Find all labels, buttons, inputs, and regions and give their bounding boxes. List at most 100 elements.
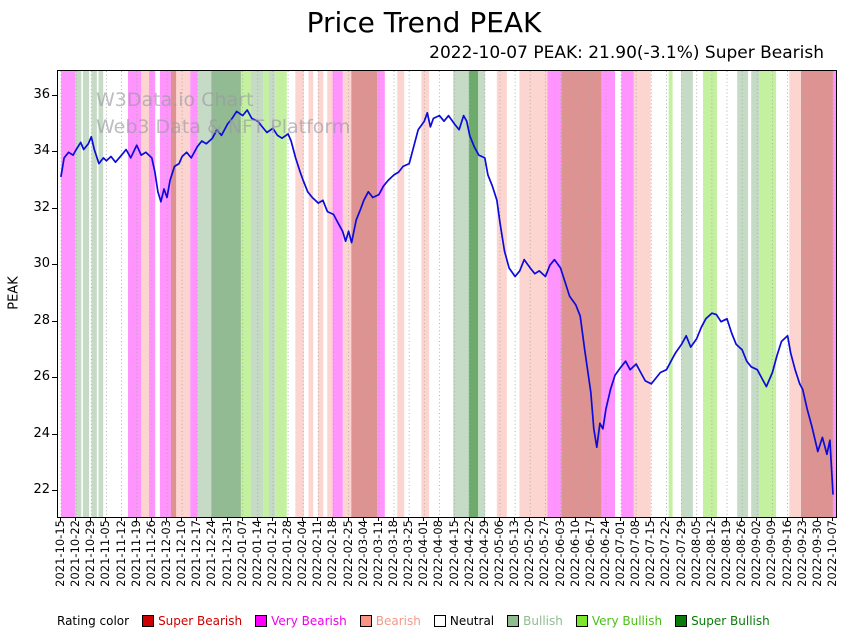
- rating-band-bearish: [327, 71, 333, 517]
- x-tick-label: 2021-10-22: [68, 520, 83, 587]
- x-tick-label: 2022-02-25: [340, 520, 355, 587]
- y-tick-label: 32: [33, 199, 50, 215]
- rating-band-bearish: [176, 71, 191, 517]
- x-tick-label: 2021-12-31: [219, 520, 234, 587]
- x-tick-mark: [423, 517, 425, 521]
- x-tick-mark: [786, 517, 788, 521]
- rating-band-very_bearish: [61, 71, 76, 517]
- x-tick-mark: [181, 517, 183, 521]
- rating-band-very_bearish: [128, 71, 142, 517]
- x-tick-label: 2021-12-03: [158, 520, 173, 587]
- x-tick-label: 2022-05-13: [507, 520, 522, 587]
- x-tick-mark: [377, 517, 379, 521]
- rating-band-very_bullish: [668, 71, 673, 517]
- x-tick-label: 2021-11-26: [143, 520, 158, 587]
- x-tick-mark: [816, 517, 818, 521]
- x-tick-label: 2021-10-15: [53, 520, 68, 587]
- legend-swatch-very_bullish: [575, 615, 588, 627]
- legend-item-neutral: Neutral: [433, 614, 494, 628]
- legend-title: Rating color: [57, 614, 130, 628]
- rating-band-very_bullish: [759, 71, 777, 517]
- x-tick-label: 2022-09-16: [779, 520, 794, 587]
- legend-swatch-super_bearish: [142, 615, 155, 627]
- rating-band-very_bearish: [332, 71, 343, 517]
- rating-band-very_bullish: [263, 71, 269, 517]
- x-tick-mark: [650, 517, 652, 521]
- x-tick-mark: [831, 517, 833, 521]
- legend-label: Bearish: [375, 614, 421, 628]
- legend-label: Bullish: [523, 614, 563, 628]
- x-tick-mark: [347, 517, 349, 521]
- rating-band-bearish: [141, 71, 149, 517]
- rating-band-bullish: [91, 71, 97, 517]
- y-tick-mark: [52, 433, 57, 435]
- x-tick-label: 2022-04-08: [431, 520, 446, 587]
- x-tick-mark: [150, 517, 152, 521]
- x-tick-label: 2022-09-30: [809, 520, 824, 587]
- legend-swatch-bearish: [359, 615, 372, 627]
- rating-band-bullish: [82, 71, 90, 517]
- legend-swatch-very_bearish: [255, 615, 268, 627]
- x-tick-mark: [317, 517, 319, 521]
- rating-band-very_bullish: [275, 71, 287, 517]
- x-tick-label: 2021-12-10: [174, 520, 189, 587]
- rating-band-bearish: [317, 71, 324, 517]
- x-tick-mark: [544, 517, 546, 521]
- y-axis-label: PEAK: [6, 276, 22, 310]
- rating-band-bearish: [633, 71, 651, 517]
- x-tick-mark: [559, 517, 561, 521]
- x-tick-mark: [362, 517, 364, 521]
- x-tick-label: 2022-03-25: [401, 520, 416, 587]
- x-tick-label: 2022-05-20: [522, 520, 537, 587]
- x-tick-mark: [453, 517, 455, 521]
- x-tick-mark: [211, 517, 213, 521]
- x-tick-mark: [408, 517, 410, 521]
- x-tick-label: 2022-08-12: [703, 520, 718, 587]
- rating-band-bullish: [681, 71, 693, 517]
- x-tick-label: 2022-02-11: [310, 520, 325, 587]
- x-tick-mark: [256, 517, 258, 521]
- x-tick-label: 2022-07-29: [673, 520, 688, 587]
- rating-band-very_bullish: [240, 71, 251, 517]
- x-tick-label: 2022-01-07: [234, 520, 249, 587]
- y-tick-label: 24: [33, 425, 50, 441]
- x-tick-label: 2021-12-24: [204, 520, 219, 587]
- x-tick-mark: [105, 517, 107, 521]
- rating-band-bullish: [737, 71, 749, 517]
- rating-band-bullish: [197, 71, 212, 517]
- rating-band-bullish: [751, 71, 759, 517]
- x-tick-label: 2022-09-09: [764, 520, 779, 587]
- x-tick-mark: [287, 517, 289, 521]
- y-tick-label: 28: [33, 312, 50, 328]
- x-tick-label: 2022-02-04: [295, 520, 310, 587]
- rating-band-bullish: [453, 71, 469, 517]
- x-tick-mark: [135, 517, 137, 521]
- rating-band-bearish: [519, 71, 548, 517]
- legend-item-super_bearish: Super Bearish: [142, 614, 242, 628]
- y-tick-label: 26: [33, 369, 50, 385]
- y-tick-mark: [52, 264, 57, 266]
- x-tick-label: 2021-11-05: [98, 520, 113, 587]
- x-tick-mark: [514, 517, 516, 521]
- price-line: [60, 109, 834, 495]
- x-tick-label: 2022-05-27: [537, 520, 552, 587]
- x-tick-mark: [529, 517, 531, 521]
- rating-band-super_bearish: [351, 71, 377, 517]
- x-tick-label: 2022-07-22: [658, 520, 673, 587]
- x-tick-mark: [241, 517, 243, 521]
- x-tick-label: 2022-06-03: [552, 520, 567, 587]
- legend-swatch-super_bullish: [675, 615, 688, 627]
- rating-band-super_bullish: [468, 71, 479, 517]
- rating-band-very_bearish: [832, 71, 836, 517]
- legend-item-bearish: Bearish: [359, 614, 421, 628]
- x-tick-label: 2022-06-24: [597, 520, 612, 587]
- x-tick-mark: [756, 517, 758, 521]
- legend-item-super_bullish: Super Bullish: [675, 614, 770, 628]
- rating-band-very_bearish: [190, 71, 198, 517]
- rating-band-bullish: [268, 71, 275, 517]
- x-tick-mark: [468, 517, 470, 521]
- legend-label: Super Bearish: [158, 614, 243, 628]
- rating-band-bullish: [478, 71, 486, 517]
- x-tick-label: 2022-01-28: [280, 520, 295, 587]
- rating-band-bearish: [295, 71, 304, 517]
